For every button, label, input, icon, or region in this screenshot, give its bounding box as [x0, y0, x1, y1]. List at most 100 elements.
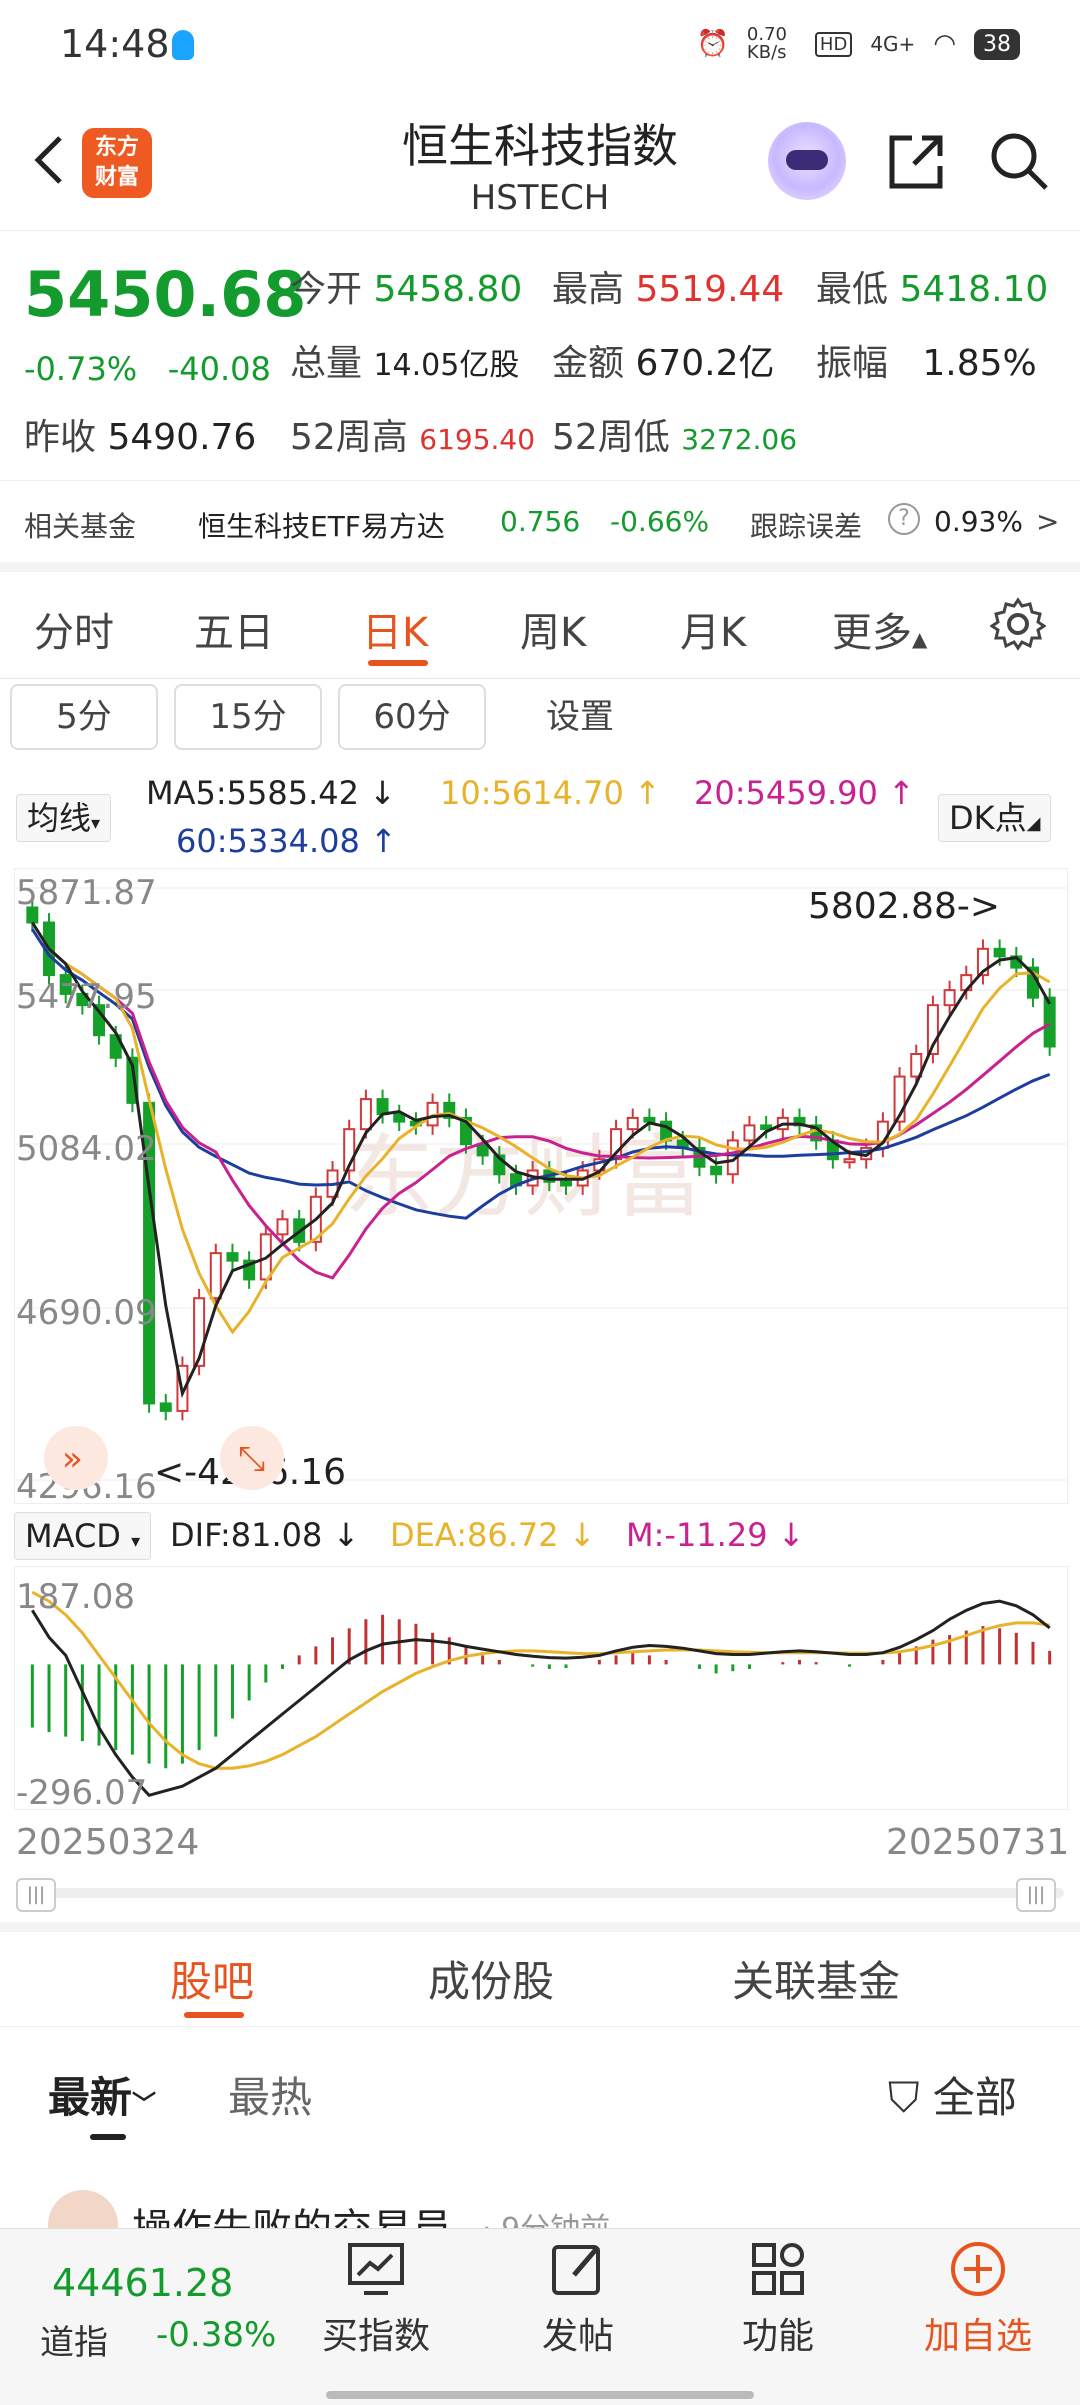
range-scrollbar[interactable] [16, 1888, 1064, 1898]
price-axis-0: 5871.87 [16, 873, 157, 913]
sort-hottest[interactable]: 最热 [228, 2073, 313, 2122]
period-15min[interactable]: 15分 [174, 684, 322, 750]
active-tab-underline [368, 660, 428, 666]
buy-index-button[interactable]: 买指数 [306, 2239, 446, 2359]
candle [276, 1218, 289, 1236]
settings-gear-icon[interactable] [990, 596, 1046, 652]
sort-latest[interactable]: 最新﹀ [48, 2064, 156, 2125]
candle [993, 947, 1006, 958]
chart-icon [348, 2243, 404, 2295]
tab-related-funds[interactable]: 关联基金 [732, 1957, 901, 2006]
w52-low-value: 3272.06 [681, 423, 798, 456]
high-value: 5519.44 [635, 269, 785, 310]
back-arrow-icon[interactable] [22, 130, 82, 190]
change-pct: -0.73% [24, 350, 138, 388]
index-ticker-name: 道指 [40, 2323, 108, 2363]
buy-index-label: 买指数 [321, 2316, 430, 2357]
related-fund-row[interactable]: 相关基金 恒生科技ETF易方达 0.756 -0.66% 跟踪误差 ? 0.93… [0, 480, 1080, 561]
open-label: 今开 [290, 269, 363, 310]
chevron-down-icon: ﹀ [132, 2090, 157, 2118]
qq-notification-icon [172, 30, 194, 60]
fullscreen-icon[interactable] [220, 1426, 284, 1490]
tracking-label: 跟踪误差 [750, 510, 863, 543]
w52-low-label: 52周低 [552, 417, 670, 458]
candle [943, 989, 956, 1007]
edit-icon [552, 2245, 600, 2295]
tab-daily-k[interactable]: 日K [362, 610, 429, 656]
tab-intraday[interactable]: 分时 [34, 610, 114, 656]
search-icon[interactable] [986, 128, 1052, 194]
prev-close-field: 昨收 5490.76 [24, 408, 256, 460]
candle [343, 1128, 356, 1172]
open-value: 5458.80 [373, 269, 523, 310]
index-ticker-price[interactable]: 44461.28 [52, 2261, 234, 2305]
candle [359, 1098, 372, 1131]
tab-monthly-k[interactable]: 月K [680, 610, 747, 656]
m-value: M:-11.29 ↓ [626, 1516, 805, 1554]
filter-label: 全部 [932, 2073, 1017, 2122]
status-indicators: ⏰ 0.70 KB/s HD 4G+ ◠ 38 [697, 26, 1020, 62]
volume-value: 14.05亿股 [373, 348, 520, 383]
status-bar: 14:48 ⏰ 0.70 KB/s HD 4G+ ◠ 38 [0, 0, 1080, 100]
hd-icon: HD [814, 31, 853, 57]
high-field: 最高 5519.44 [552, 260, 784, 312]
fund-price: 0.756 [500, 505, 581, 538]
macd-chart[interactable]: 187.08 -296.07 [14, 1566, 1068, 1810]
dk-label: DK点 [949, 799, 1027, 837]
candle [1043, 996, 1056, 1048]
ai-assistant-avatar[interactable] [768, 122, 846, 200]
add-watchlist-label: 加自选 [923, 2316, 1032, 2357]
double-chevron-icon: » [62, 1439, 83, 1479]
macd-select[interactable]: MACD ▾ [14, 1512, 152, 1560]
sort-underline [90, 2134, 126, 2140]
range-handle-left[interactable]: ||| [16, 1878, 56, 1912]
filter-all[interactable]: ⛉ 全部 [888, 2064, 1017, 2125]
ma10-value: 10:5614.70 ↑ [440, 774, 661, 812]
help-icon[interactable]: ? [888, 503, 920, 535]
functions-button[interactable]: 功能 [708, 2239, 848, 2359]
candle [926, 1004, 939, 1056]
tab-guba[interactable]: 股吧 [170, 1957, 255, 2006]
price-change: -0.73% -40.08 [24, 350, 271, 388]
tab-five-day[interactable]: 五日 [194, 610, 274, 656]
period-60min[interactable]: 60分 [338, 684, 486, 750]
candle [443, 1101, 456, 1119]
range-handle-right[interactable]: ||| [1016, 1878, 1056, 1912]
candle [226, 1252, 239, 1262]
candle [743, 1124, 756, 1142]
low-label: 最低 [816, 269, 889, 310]
low-value: 5418.10 [899, 269, 1049, 310]
fund-change: -0.66% [610, 505, 710, 538]
chart-tabs: 分时 五日 日K 周K 月K 更多▲ [0, 562, 1080, 679]
app-logo-text: 东方财富 [94, 135, 139, 190]
filter-icon: ⛉ [888, 2073, 920, 2122]
amplitude-value: 1.85% [922, 343, 1037, 384]
collapse-left-icon[interactable] [44, 1426, 108, 1490]
share-icon[interactable] [884, 128, 950, 194]
dk-point-button[interactable]: DK点◢ [938, 794, 1052, 842]
amplitude-label: 振幅 [816, 343, 889, 384]
period-settings[interactable]: 设置 [546, 697, 614, 737]
tab-constituents[interactable]: 成份股 [428, 1957, 555, 2006]
candle [976, 947, 989, 977]
w52-high-label: 52周高 [290, 417, 408, 458]
candle [376, 1098, 389, 1116]
tab-weekly-k[interactable]: 周K [520, 610, 587, 656]
w52-high-value: 6195.40 [419, 423, 536, 456]
macd-axis-top: 187.08 [16, 1577, 135, 1617]
post-button[interactable]: 发帖 [508, 2239, 648, 2359]
ma-select[interactable]: 均线▾ [16, 794, 112, 842]
w52-low-field: 52周低 3272.06 [552, 408, 797, 460]
add-watchlist-button[interactable]: 加自选 [908, 2239, 1048, 2359]
tab-more[interactable]: 更多▲ [832, 600, 927, 658]
low-field: 最低 5418.10 [816, 260, 1048, 312]
date-start: 20250324 [16, 1822, 200, 1863]
dif-line [31, 1599, 1051, 1797]
candlestick-chart[interactable]: 东方财富 5871.87 5477.95 5084.02 4690.09 429… [14, 868, 1068, 1504]
period-5min[interactable]: 5分 [10, 684, 158, 750]
candle [209, 1252, 222, 1300]
ma5-line [31, 921, 1052, 1399]
watermark: 东方财富 [344, 1125, 704, 1230]
alarm-icon: ⏰ [696, 29, 729, 59]
fund-name: 恒生科技ETF易方达 [198, 510, 445, 543]
